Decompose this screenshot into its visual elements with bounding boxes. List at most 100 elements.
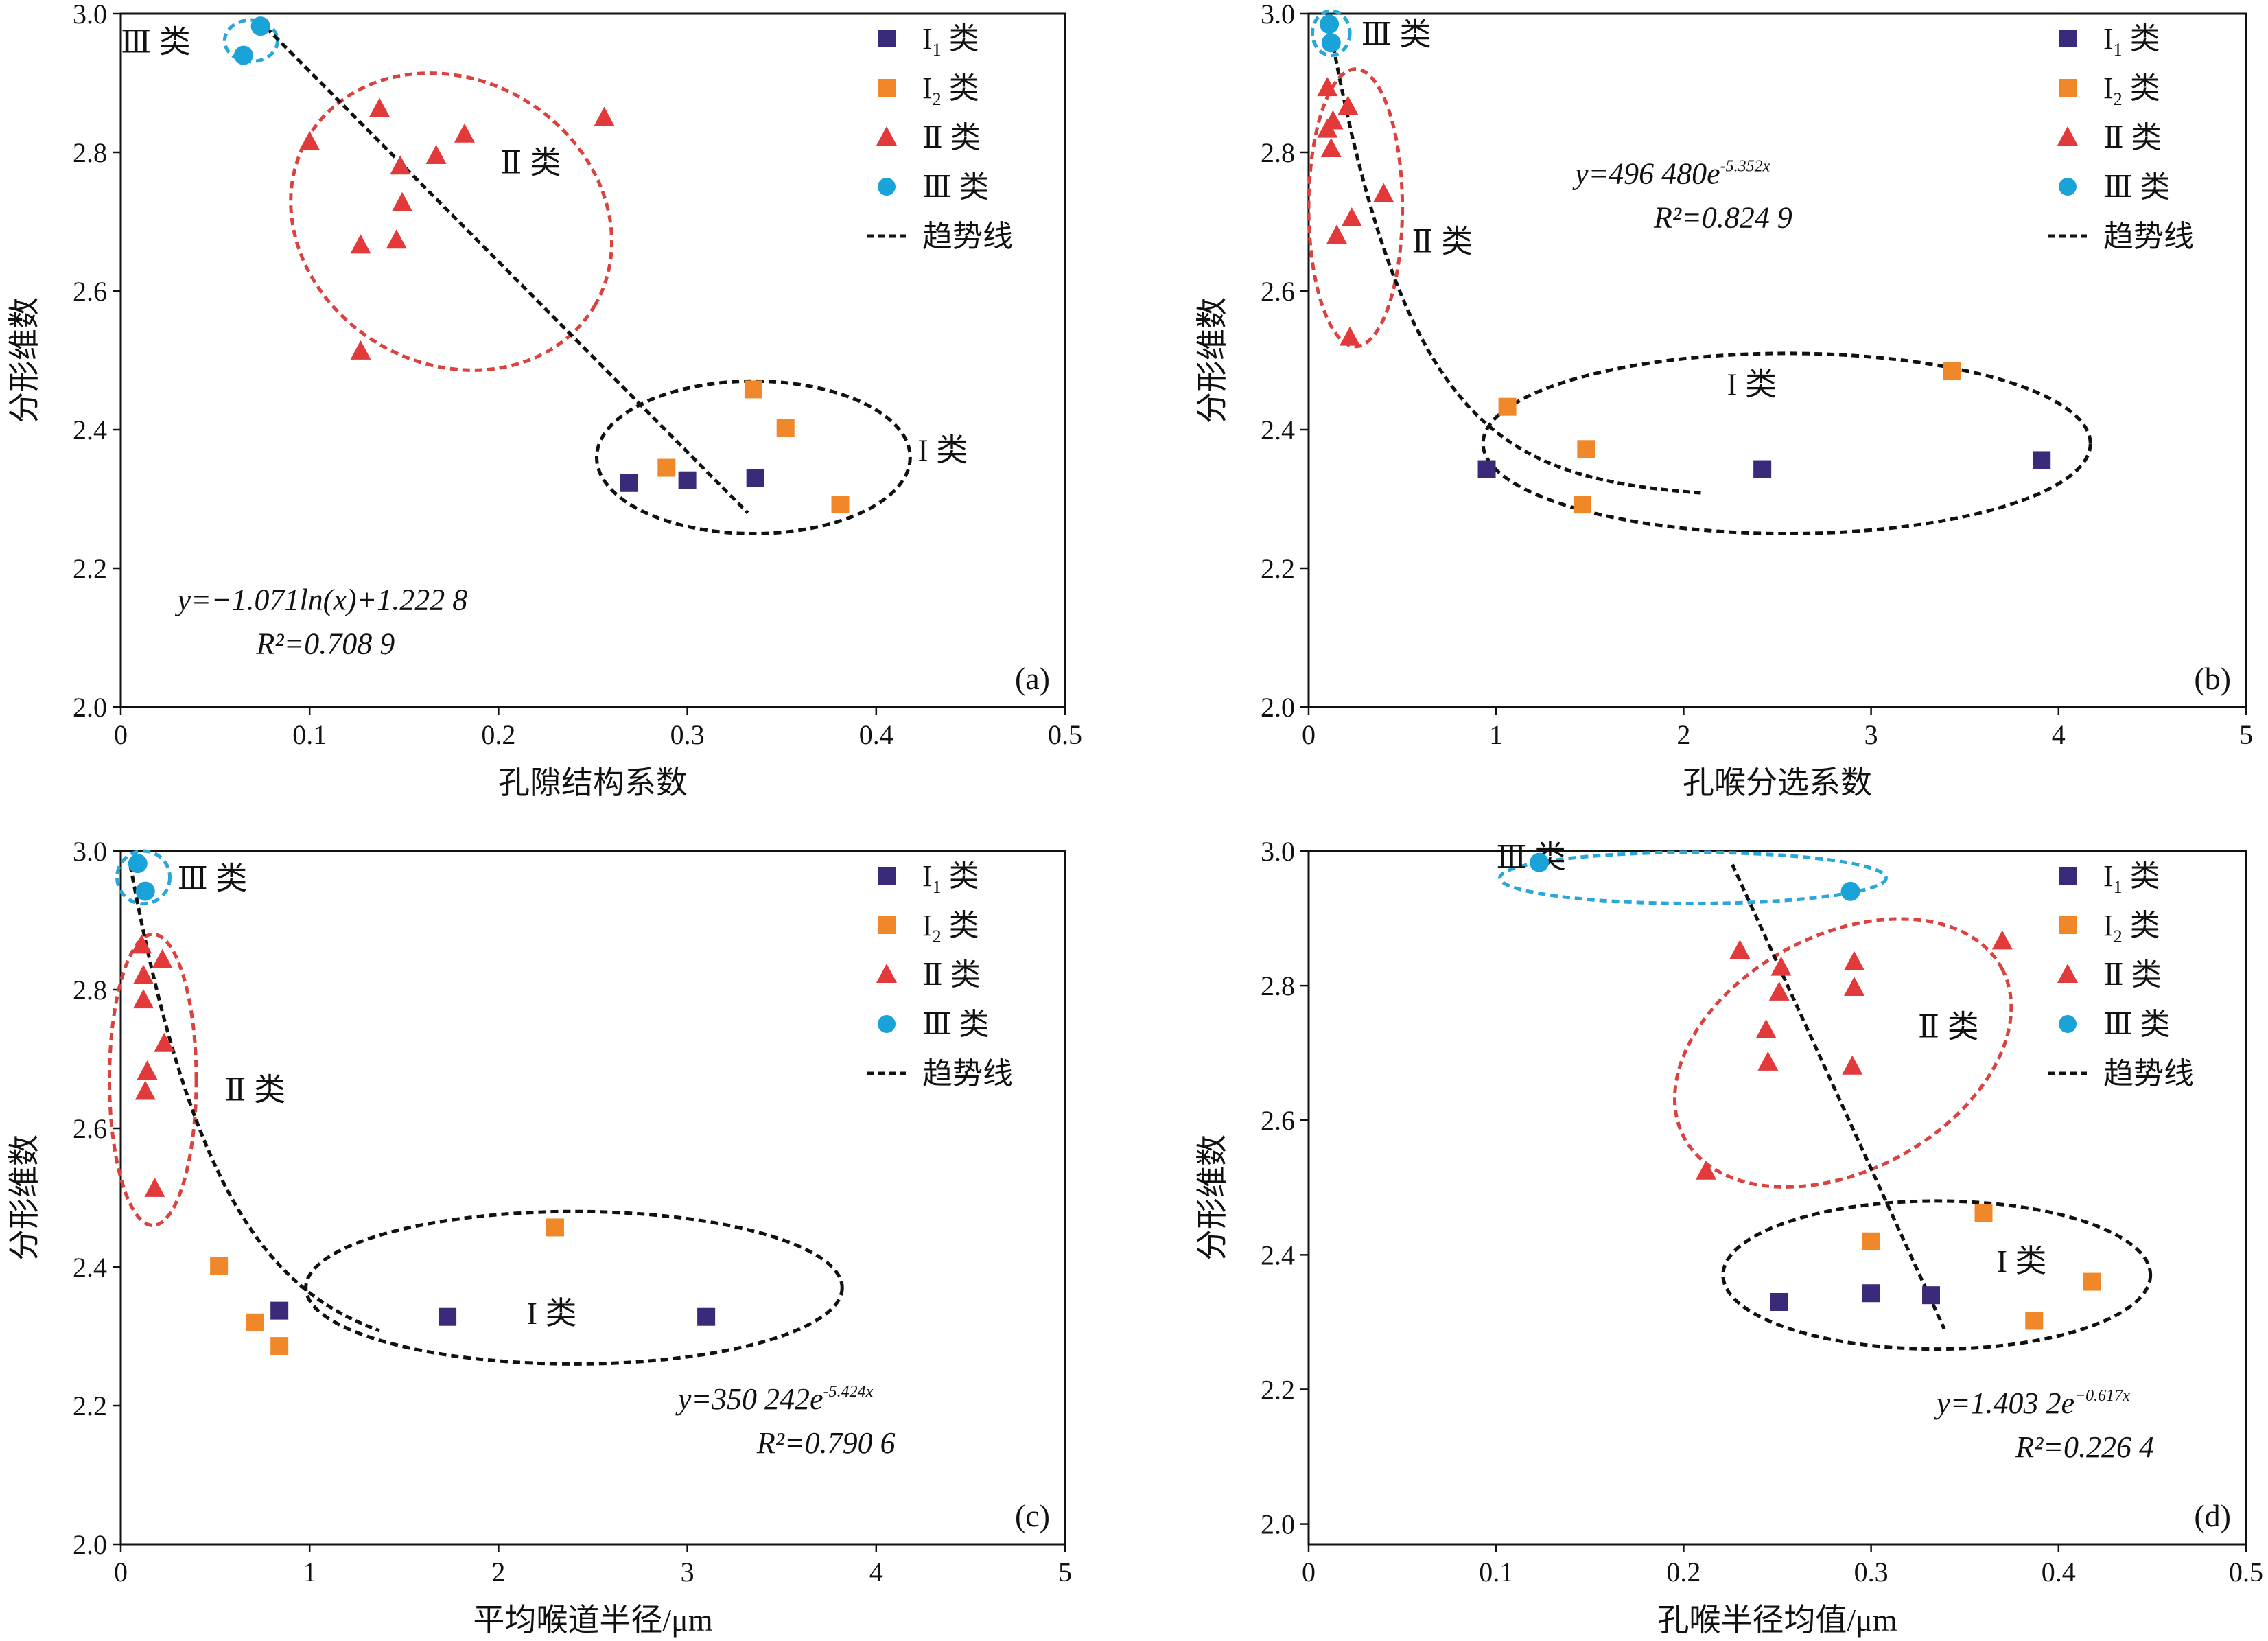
data-point-II bbox=[1373, 183, 1394, 202]
fit-equation-exponent: -5.352x bbox=[1720, 157, 1770, 175]
y-axis-title: 分形维数 bbox=[7, 297, 42, 423]
data-point-II bbox=[135, 1080, 156, 1100]
x-tick-label: 0 bbox=[1302, 1557, 1316, 1587]
plot-frame bbox=[119, 850, 1066, 1546]
y-axis-title: 分形维数 bbox=[7, 1134, 42, 1261]
legend-marker-II bbox=[876, 126, 897, 146]
group-label-II: Ⅱ 类 bbox=[500, 145, 561, 180]
y-tick-label: 2.2 bbox=[1261, 553, 1295, 584]
y-tick-label: 2.6 bbox=[73, 1113, 107, 1144]
data-point-III bbox=[135, 881, 155, 901]
fit-r-squared: R²=0.226 4 bbox=[2015, 1430, 2154, 1464]
group-label-III: Ⅲ 类 bbox=[121, 25, 191, 60]
legend-label-III: Ⅲ 类 bbox=[2103, 1008, 2170, 1041]
data-point-II bbox=[1341, 207, 1362, 226]
data-point-II bbox=[1317, 77, 1338, 97]
data-point-II bbox=[1340, 326, 1361, 346]
legend-suffix: 类 bbox=[942, 22, 979, 56]
x-tick-label: 0.2 bbox=[1666, 1557, 1700, 1587]
panel-a: 0 0.1 0.2 0.3 0.4 0.5 2.0 2.2 2.4 2.6 2.8 3.0 孔隙结构系数… bbox=[7, 0, 1082, 800]
y-tick-label: 2.0 bbox=[73, 692, 107, 723]
legend-label-trend: 趋势线 bbox=[2103, 220, 2194, 253]
legend-suffix: 类 bbox=[2123, 22, 2160, 56]
legend-subscript: 2 bbox=[2114, 89, 2123, 109]
data-point-II bbox=[133, 964, 154, 984]
legend-marker-II bbox=[2057, 964, 2078, 983]
panel-label: (a) bbox=[1015, 661, 1050, 696]
loop-class-I bbox=[595, 379, 912, 536]
legend-label-trend: 趋势线 bbox=[922, 220, 1013, 253]
data-point-II bbox=[1770, 956, 1792, 976]
data-point-II bbox=[1844, 977, 1865, 997]
data-point-II bbox=[1842, 1055, 1863, 1075]
data-point-I2 bbox=[270, 1337, 289, 1355]
data-point-I1 bbox=[678, 471, 697, 489]
y-tick-label: 2.0 bbox=[73, 1529, 107, 1560]
data-point-II bbox=[1768, 981, 1790, 1001]
data-point-I1 bbox=[1862, 1284, 1880, 1303]
legend-marker-II bbox=[876, 964, 897, 983]
x-tick-label: 0 bbox=[114, 719, 128, 750]
x-axis-title: 孔喉分选系数 bbox=[1683, 765, 1872, 800]
data-point-II bbox=[392, 191, 413, 211]
data-point-II bbox=[299, 130, 320, 150]
x-axis-title: 孔喉半径均值/μm bbox=[1657, 1603, 1897, 1638]
panel-label: (b) bbox=[2194, 661, 2231, 696]
data-point-I2 bbox=[831, 496, 850, 514]
x-tick-label: 0.4 bbox=[859, 719, 893, 750]
loop-class-I bbox=[1721, 1199, 2153, 1351]
fit-equation-exponent: −0.617x bbox=[2074, 1387, 2130, 1405]
data-point-II bbox=[425, 145, 447, 165]
legend-suffix: 类 bbox=[2123, 71, 2160, 105]
trend-line bbox=[1325, 13, 1703, 495]
data-point-I1 bbox=[270, 1301, 289, 1320]
x-tick-label: 1 bbox=[303, 1557, 316, 1587]
x-tick-label: 0.3 bbox=[670, 719, 705, 750]
data-point-I2 bbox=[1974, 1204, 1993, 1222]
data-point-II bbox=[369, 97, 390, 117]
data-point-III bbox=[233, 45, 253, 65]
data-point-I2 bbox=[2083, 1272, 2101, 1291]
data-point-II bbox=[1757, 1051, 1779, 1071]
legend-marker-I1 bbox=[2059, 30, 2077, 47]
data-point-II bbox=[594, 106, 615, 126]
x-tick-label: 0.5 bbox=[2229, 1557, 2263, 1587]
data-point-II bbox=[1326, 224, 1347, 244]
data-point-II bbox=[454, 123, 475, 143]
fit-r-squared: R²=0.824 9 bbox=[1653, 200, 1792, 234]
legend-subscript: 1 bbox=[2114, 877, 2123, 897]
group-label-I: I 类 bbox=[527, 1296, 577, 1331]
data-point-I1 bbox=[620, 474, 638, 492]
legend-subscript: 2 bbox=[933, 927, 942, 946]
panel-c: 0 1 2 3 4 5 2.0 2.2 2.4 2.6 2.8 3.0 平均喉道半径/μm 分形维数 (c)… bbox=[7, 836, 1072, 1638]
y-tick-label: 2.6 bbox=[1261, 276, 1295, 307]
legend-subscript: 1 bbox=[933, 877, 942, 897]
y-axis-title: 分形维数 bbox=[1195, 1134, 1230, 1261]
fit-equation-exponent: -5.424x bbox=[823, 1383, 874, 1401]
data-point-I1 bbox=[1753, 460, 1772, 478]
legend-suffix: 类 bbox=[942, 71, 979, 105]
y-axis-title: 分形维数 bbox=[1195, 297, 1230, 423]
legend-suffix: 类 bbox=[2123, 909, 2160, 942]
data-point-II bbox=[152, 948, 173, 968]
legend-marker-I1 bbox=[2059, 867, 2077, 885]
group-label-II: Ⅱ 类 bbox=[1412, 224, 1473, 259]
legend-label-I1: I1 类 bbox=[2103, 22, 2160, 60]
y-tick-label: 3.0 bbox=[73, 0, 107, 30]
trend-line bbox=[265, 26, 749, 514]
legend-marker-III bbox=[878, 1015, 896, 1033]
data-point-I2 bbox=[657, 458, 676, 477]
y-tick-label: 2.2 bbox=[1261, 1374, 1295, 1405]
legend-label-III: Ⅲ 类 bbox=[922, 1008, 989, 1041]
data-point-II bbox=[1317, 118, 1338, 138]
legend-label-I1: I1 类 bbox=[922, 22, 979, 60]
data-point-II bbox=[1729, 940, 1751, 959]
x-tick-label: 2 bbox=[1676, 719, 1690, 750]
data-point-I2 bbox=[210, 1256, 229, 1275]
y-tick-label: 2.0 bbox=[1261, 692, 1295, 723]
data-point-II bbox=[1337, 95, 1359, 115]
legend-label-trend: 趋势线 bbox=[922, 1057, 1013, 1091]
y-tick-label: 2.6 bbox=[1261, 1105, 1295, 1136]
data-point-III bbox=[1840, 881, 1860, 901]
plot-frame bbox=[1307, 12, 2247, 708]
